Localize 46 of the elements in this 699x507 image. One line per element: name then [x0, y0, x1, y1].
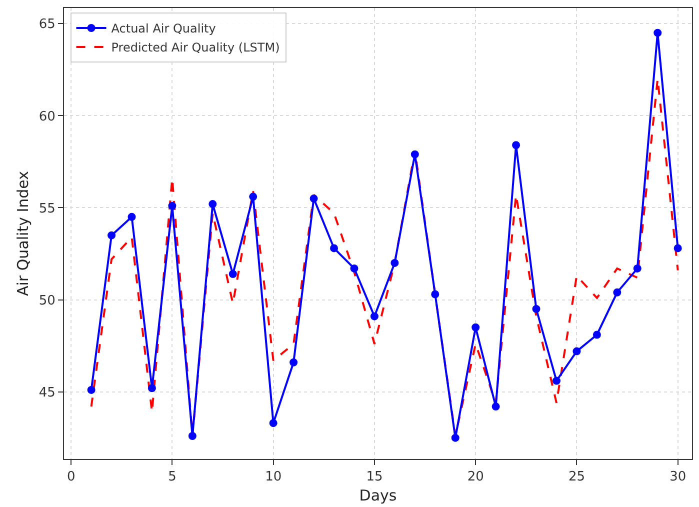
point: [188, 432, 196, 440]
point: [148, 384, 156, 392]
point: [552, 376, 560, 385]
point: [572, 347, 581, 356]
point: [592, 330, 601, 339]
legend-label: Predicted Air Quality (LSTM): [111, 40, 280, 55]
point: [674, 244, 682, 252]
x-tick-label: 25: [568, 470, 585, 485]
x-tick-label: 5: [168, 470, 176, 485]
point: [633, 264, 642, 272]
point: [290, 358, 298, 366]
y-tick-label: 60: [38, 109, 56, 124]
x-tick-label: 10: [265, 470, 282, 485]
y-axis-title: Air Quality Index: [14, 170, 32, 296]
x-tick-label: 20: [467, 470, 484, 485]
point: [330, 244, 338, 252]
y-tick-label: 50: [38, 293, 56, 308]
point: [128, 212, 136, 221]
y-tick-label: 55: [38, 201, 56, 216]
point: [410, 150, 419, 158]
point: [532, 304, 540, 313]
x-tick-label: 0: [66, 470, 76, 485]
point: [310, 194, 318, 203]
point: [208, 200, 217, 208]
point: [472, 323, 480, 332]
point: [249, 192, 258, 201]
point: [350, 264, 358, 272]
point: [613, 288, 622, 296]
point: [431, 290, 440, 298]
point: [370, 312, 378, 320]
x-axis-title: Days: [359, 486, 397, 505]
point: [269, 419, 278, 428]
point: [451, 434, 460, 442]
point: [390, 258, 399, 267]
point: [654, 28, 662, 37]
x-tick-label: 30: [670, 470, 686, 485]
point: [168, 202, 176, 210]
point: [512, 141, 520, 150]
y-tick-label: 65: [38, 17, 56, 32]
x-tick-label: 15: [366, 470, 383, 485]
y-tick-label: 45: [38, 385, 56, 400]
point: [492, 402, 500, 411]
point: [228, 270, 237, 278]
point: [108, 231, 116, 240]
point: [87, 386, 96, 394]
legend-label: Actual Air Quality: [111, 22, 216, 36]
